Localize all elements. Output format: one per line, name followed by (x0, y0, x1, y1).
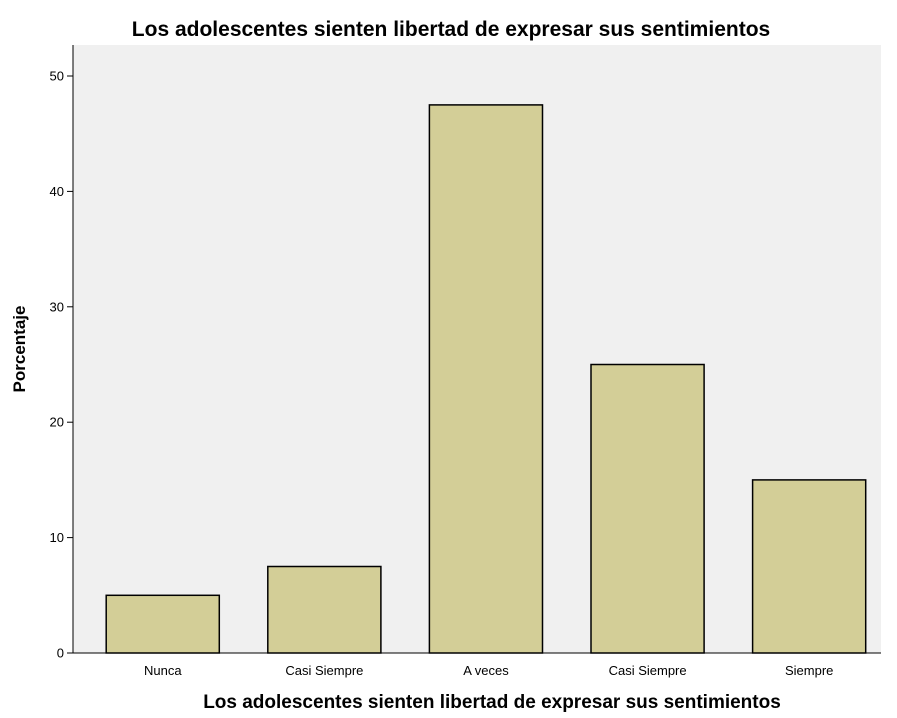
x-axis-label: Los adolescentes sienten libertad de exp… (203, 692, 781, 713)
x-tick-label-2: A veces (463, 663, 509, 678)
y-tick-label-2: 20 (50, 415, 64, 430)
bars-group (105, 104, 867, 654)
y-tick-label-5: 50 (50, 69, 64, 84)
y-tick-label-0: 0 (57, 646, 64, 661)
x-tick-label-0: Nunca (144, 663, 182, 678)
bar-3 (590, 363, 705, 654)
y-tick-label-3: 30 (50, 299, 64, 314)
y-axis-label: Porcentaje (10, 306, 29, 393)
y-tick-label-4: 40 (50, 184, 64, 199)
bar-4 (751, 479, 867, 654)
y-axis-ticks: 0 10 20 30 40 50 (50, 69, 73, 661)
x-tick-label-4: Siempre (785, 663, 833, 678)
chart-title: Los adolescentes sienten libertad de exp… (132, 18, 770, 41)
bar-2 (428, 104, 544, 654)
x-tick-label-1: Casi Siempre (285, 663, 363, 678)
bar-0 (105, 594, 221, 654)
y-tick-label-1: 10 (50, 530, 64, 545)
x-tick-label-3: Casi Siempre (609, 663, 687, 678)
bar-1 (267, 565, 382, 654)
x-axis-ticks: Nunca Casi Siempre A veces Casi Siempre Siem… (144, 663, 833, 678)
